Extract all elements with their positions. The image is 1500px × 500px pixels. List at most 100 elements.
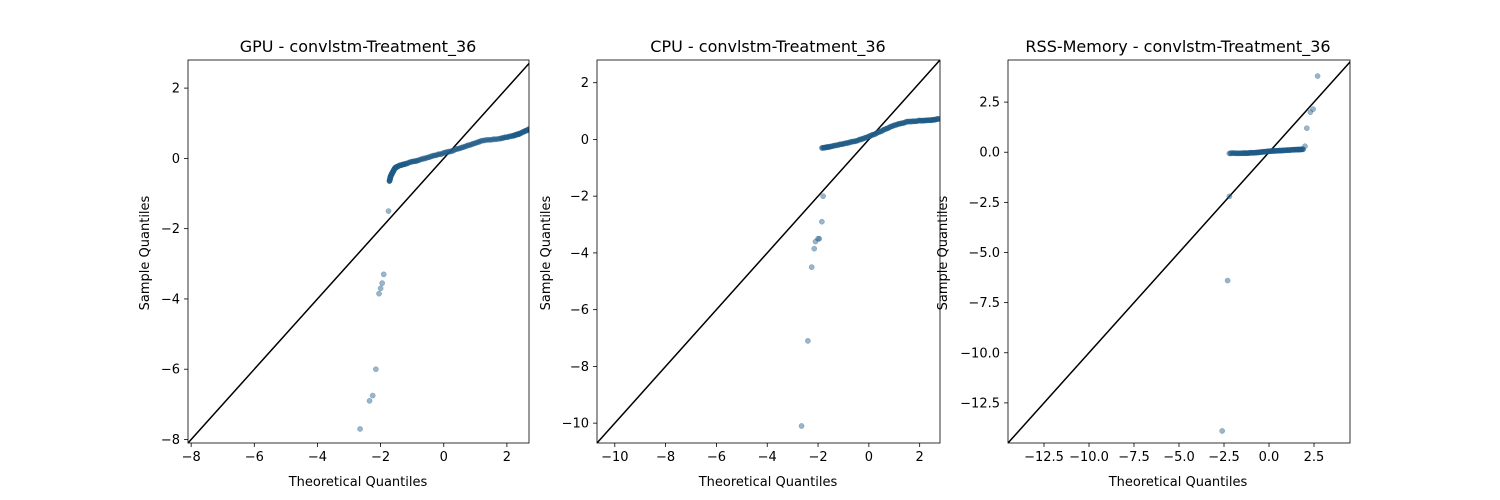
data-point xyxy=(391,165,398,172)
data-point xyxy=(513,131,519,138)
data-point xyxy=(882,126,889,132)
data-point xyxy=(442,149,449,156)
data-point xyxy=(386,177,393,184)
data-point xyxy=(402,161,409,167)
data-point xyxy=(434,151,441,158)
data-point xyxy=(1289,147,1296,153)
data-point xyxy=(518,130,525,136)
data-point xyxy=(390,168,397,175)
data-point xyxy=(386,178,393,185)
data-point xyxy=(388,171,395,178)
data-point xyxy=(1241,150,1248,156)
data-point xyxy=(507,133,514,140)
data-point xyxy=(819,145,826,151)
data-point xyxy=(1273,148,1279,154)
data-point xyxy=(871,131,878,138)
data-point xyxy=(392,164,398,171)
data-point xyxy=(476,139,483,145)
data-point xyxy=(392,164,399,171)
data-point xyxy=(863,134,869,141)
data-point xyxy=(495,136,501,142)
y-axis-label: Sample Quantiles xyxy=(138,195,153,310)
data-point xyxy=(1291,146,1297,153)
data-point xyxy=(416,157,423,163)
data-point xyxy=(417,156,424,163)
data-point xyxy=(845,140,851,146)
outlier-point xyxy=(812,238,819,245)
outlier-point xyxy=(366,397,373,404)
data-point xyxy=(490,136,497,142)
data-point xyxy=(912,118,918,125)
data-point xyxy=(391,166,398,173)
data-point xyxy=(822,144,829,151)
data-point xyxy=(1227,150,1234,157)
x-tick-label: −8 xyxy=(182,450,201,465)
data-point xyxy=(833,142,840,148)
data-point xyxy=(466,142,473,149)
data-point xyxy=(1298,146,1305,152)
y-tick-label: 0 xyxy=(172,152,180,167)
data-point xyxy=(400,161,407,168)
data-point xyxy=(1230,150,1236,156)
data-point xyxy=(397,162,404,169)
x-tick-label: −2.5 xyxy=(1208,450,1240,465)
data-point xyxy=(1273,147,1280,154)
data-point xyxy=(1271,148,1278,154)
data-point xyxy=(526,126,529,133)
data-point xyxy=(1263,148,1270,155)
axes-frame xyxy=(187,59,530,444)
data-point xyxy=(836,141,842,148)
outlier-point xyxy=(369,392,376,399)
data-point xyxy=(1253,149,1259,156)
data-point xyxy=(872,131,879,137)
data-point xyxy=(1259,149,1265,155)
x-tick-label: −8 xyxy=(656,450,675,465)
data-point xyxy=(1275,147,1281,154)
data-point xyxy=(515,131,522,137)
data-point xyxy=(492,136,499,143)
data-point xyxy=(424,154,431,161)
data-point xyxy=(1284,147,1290,153)
data-point xyxy=(437,151,443,158)
outlier-point xyxy=(1314,73,1321,79)
data-point xyxy=(393,164,399,171)
data-point xyxy=(1270,148,1276,154)
outlier-point xyxy=(808,264,815,270)
x-tick-label: −12.5 xyxy=(1024,450,1064,465)
data-point xyxy=(849,138,856,145)
data-point xyxy=(895,121,902,127)
data-point xyxy=(497,135,504,142)
data-point xyxy=(1233,150,1240,157)
data-point xyxy=(404,160,411,167)
data-point xyxy=(885,125,891,131)
data-point xyxy=(1232,150,1239,156)
data-point xyxy=(1296,146,1302,153)
axes-frame xyxy=(596,59,941,444)
data-point xyxy=(519,129,526,136)
data-point xyxy=(386,177,393,184)
data-point xyxy=(426,154,433,161)
data-point xyxy=(485,136,492,143)
data-point xyxy=(453,146,460,152)
data-point xyxy=(398,162,405,168)
data-point xyxy=(521,128,528,135)
data-point xyxy=(820,144,826,151)
data-point xyxy=(515,131,522,137)
data-point xyxy=(447,148,453,155)
data-point xyxy=(415,157,422,164)
x-tick-label: −4 xyxy=(308,450,327,465)
data-point xyxy=(851,138,858,145)
data-point xyxy=(1250,149,1256,156)
data-point xyxy=(906,118,913,125)
data-point xyxy=(1277,147,1284,154)
data-point xyxy=(389,170,396,176)
data-point xyxy=(503,134,509,141)
data-point xyxy=(901,119,908,126)
data-point xyxy=(846,139,853,145)
data-point xyxy=(465,142,471,148)
data-point xyxy=(389,169,396,176)
data-point xyxy=(474,139,480,146)
data-point xyxy=(824,144,831,150)
data-point xyxy=(875,129,881,136)
